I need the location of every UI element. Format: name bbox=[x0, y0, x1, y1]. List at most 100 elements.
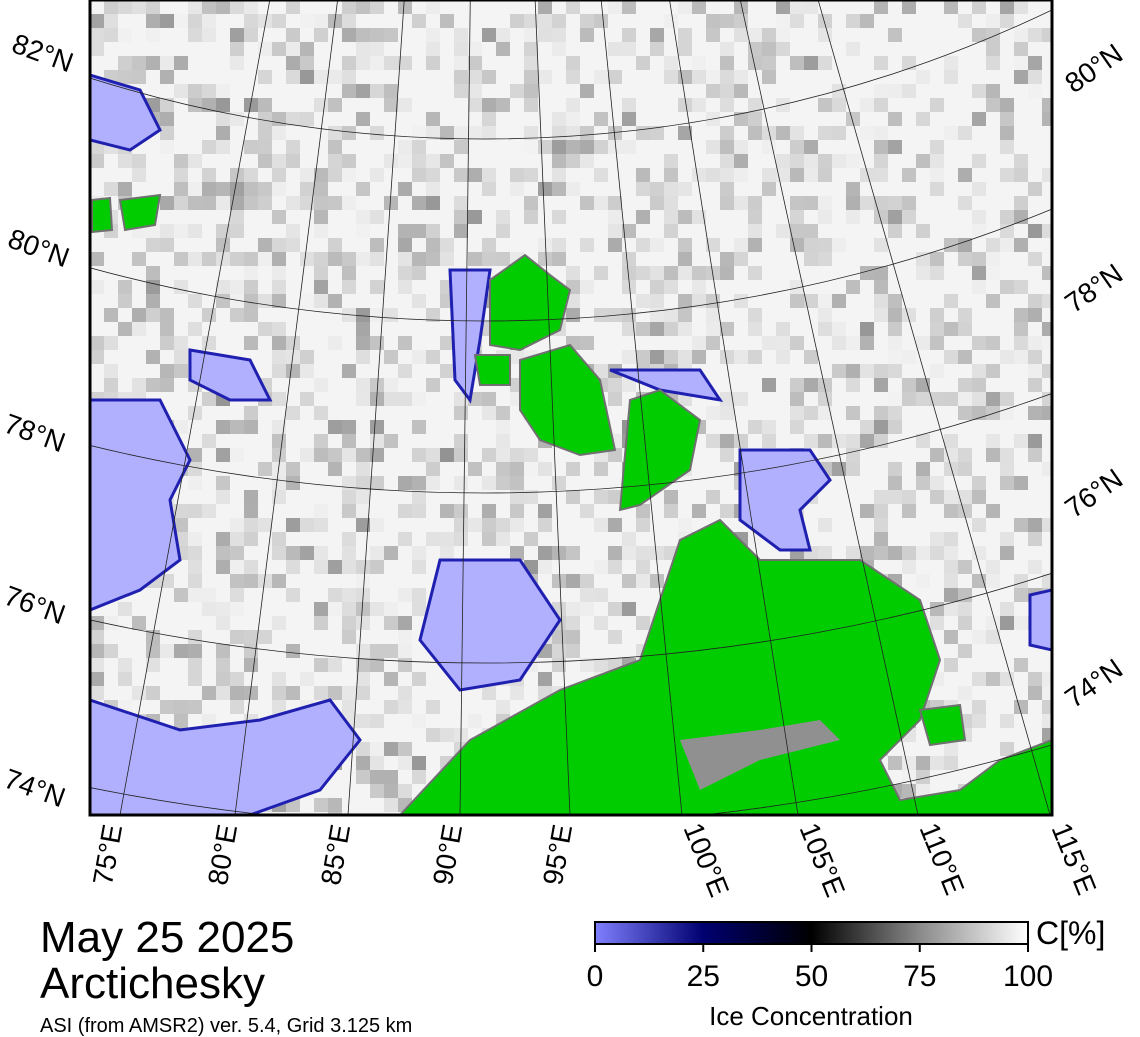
ice-cell bbox=[692, 336, 706, 350]
ice-cell bbox=[244, 98, 258, 112]
ice-cell bbox=[482, 238, 496, 252]
ice-cell bbox=[846, 14, 860, 28]
ice-cell bbox=[496, 98, 510, 112]
ice-cell bbox=[720, 252, 734, 266]
ice-cell bbox=[398, 742, 412, 756]
ice-cell bbox=[916, 756, 930, 770]
meridian bbox=[234, 0, 338, 815]
ice-cell bbox=[132, 686, 146, 700]
ice-cell bbox=[706, 308, 720, 322]
ice-cell bbox=[132, 378, 146, 392]
ice-cell bbox=[874, 504, 888, 518]
ice-cell bbox=[230, 602, 244, 616]
colorbar-tick-label: 75 bbox=[903, 960, 936, 993]
ice-cell bbox=[986, 56, 1000, 70]
ice-cell bbox=[314, 98, 328, 112]
ice-cell bbox=[958, 406, 972, 420]
ice-cell bbox=[384, 798, 398, 812]
ice-cell bbox=[580, 140, 594, 154]
ice-cell bbox=[1014, 588, 1028, 602]
ice-cell bbox=[398, 224, 412, 238]
ice-cell bbox=[384, 84, 398, 98]
ice-cell bbox=[888, 140, 902, 154]
ice-cell bbox=[762, 434, 776, 448]
ice-cell bbox=[188, 406, 202, 420]
ice-cell bbox=[384, 154, 398, 168]
ice-cell bbox=[972, 252, 986, 266]
ice-cell bbox=[482, 392, 496, 406]
ice-cell bbox=[244, 14, 258, 28]
ice-cell bbox=[846, 434, 860, 448]
ice-cell bbox=[328, 798, 342, 812]
ice-cell bbox=[426, 308, 440, 322]
ice-cell bbox=[468, 210, 482, 224]
ice-cell bbox=[160, 644, 174, 658]
ice-cell bbox=[860, 98, 874, 112]
ice-cell bbox=[258, 112, 272, 126]
ice-cell bbox=[678, 98, 692, 112]
ice-cell bbox=[342, 252, 356, 266]
ice-cell bbox=[552, 238, 566, 252]
ice-cell bbox=[510, 462, 524, 476]
ice-cell bbox=[776, 42, 790, 56]
ice-cell bbox=[664, 154, 678, 168]
ice-cell bbox=[790, 224, 804, 238]
ice-cell bbox=[552, 630, 566, 644]
ice-cell bbox=[314, 504, 328, 518]
ice-cell bbox=[328, 462, 342, 476]
ice-cell bbox=[916, 112, 930, 126]
ice-cell bbox=[790, 140, 804, 154]
ice-cell bbox=[622, 546, 636, 560]
ice-cell bbox=[566, 574, 580, 588]
ice-cell bbox=[734, 0, 748, 14]
ice-cell bbox=[762, 336, 776, 350]
ice-cell bbox=[132, 616, 146, 630]
ice-cell bbox=[944, 630, 958, 644]
ice-cell bbox=[986, 574, 1000, 588]
ice-cell bbox=[412, 490, 426, 504]
ice-cell bbox=[412, 252, 426, 266]
ice-cell bbox=[468, 42, 482, 56]
ice-cell bbox=[958, 350, 972, 364]
ice-cell bbox=[874, 518, 888, 532]
ice-cell bbox=[930, 252, 944, 266]
ice-cell bbox=[216, 294, 230, 308]
ice-cell bbox=[426, 42, 440, 56]
ice-cell bbox=[272, 462, 286, 476]
ice-cell bbox=[356, 84, 370, 98]
ice-cell bbox=[566, 294, 580, 308]
ice-cell bbox=[958, 126, 972, 140]
ice-cell bbox=[524, 42, 538, 56]
ice-cell bbox=[426, 238, 440, 252]
ice-cell bbox=[734, 168, 748, 182]
ice-cell bbox=[622, 308, 636, 322]
ice-cell bbox=[944, 574, 958, 588]
ice-cell bbox=[510, 476, 524, 490]
ice-cell bbox=[650, 238, 664, 252]
ice-cell bbox=[1042, 112, 1052, 126]
lon-label: 85°E bbox=[315, 822, 356, 887]
ice-cell bbox=[370, 84, 384, 98]
ice-cell bbox=[510, 504, 524, 518]
ice-cell bbox=[832, 154, 846, 168]
colorbar-tick-label: 25 bbox=[687, 960, 720, 993]
ice-cell bbox=[202, 336, 216, 350]
ice-cell bbox=[958, 392, 972, 406]
ice-cell bbox=[846, 154, 860, 168]
ice-cell bbox=[692, 350, 706, 364]
ice-cell bbox=[370, 168, 384, 182]
ice-cell bbox=[818, 448, 832, 462]
ice-cell bbox=[286, 644, 300, 658]
ice-cell bbox=[426, 0, 440, 14]
ice-cell bbox=[286, 476, 300, 490]
ice-cell bbox=[328, 686, 342, 700]
ice-cell bbox=[930, 392, 944, 406]
ice-cell bbox=[1000, 406, 1014, 420]
ice-cell bbox=[258, 630, 272, 644]
ice-cell bbox=[230, 210, 244, 224]
ice-cell bbox=[594, 560, 608, 574]
ice-cell bbox=[244, 658, 258, 672]
ice-cell bbox=[608, 0, 622, 14]
ice-cell bbox=[888, 406, 902, 420]
ice-cell bbox=[664, 70, 678, 84]
